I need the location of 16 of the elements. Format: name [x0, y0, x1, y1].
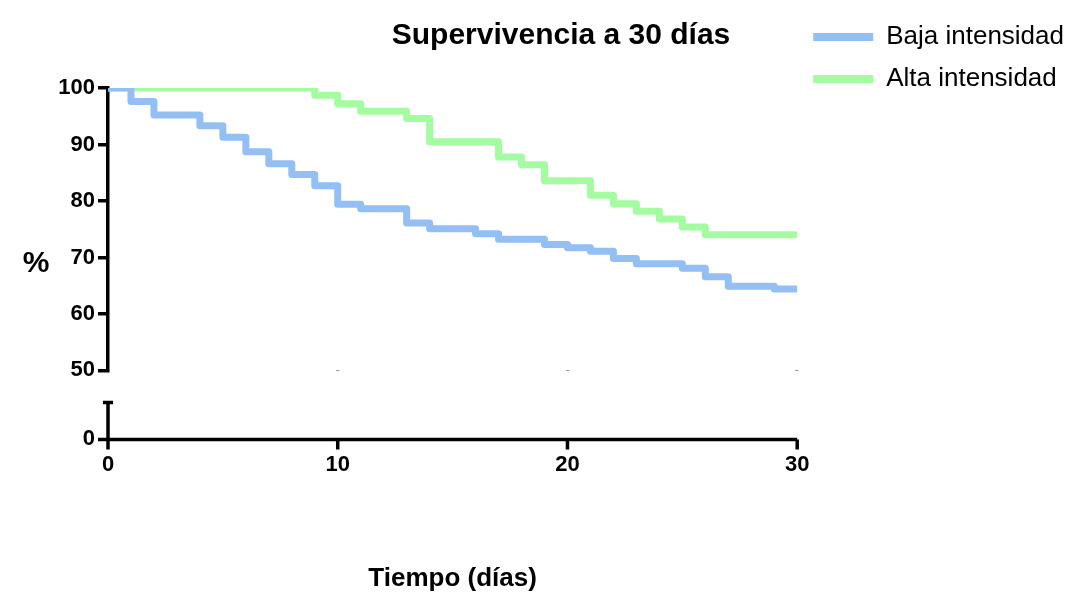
legend-label: Alta intensidad: [886, 62, 1057, 93]
x-tick-label: 0: [101, 450, 115, 476]
y-tick-label: 70: [70, 243, 95, 269]
x-tick-label: 10: [325, 450, 350, 476]
chart-title: Supervivencia a 30 días: [391, 17, 731, 51]
x-tick-label: 30: [784, 450, 810, 476]
y-tick-label: 60: [70, 299, 95, 325]
x-axis-title: Tiempo (días): [368, 561, 537, 592]
text: 0: [82, 425, 95, 451]
legend-label: Baja intensidad: [886, 20, 1065, 51]
y-axis-title: %: [22, 244, 50, 278]
y-tick-label: 50: [70, 356, 95, 382]
y-tick-label: 90: [70, 130, 95, 156]
x-tick-label: 20: [555, 450, 580, 476]
y-tick-label: 100: [58, 74, 95, 100]
y-tick-label: 80: [70, 187, 95, 213]
